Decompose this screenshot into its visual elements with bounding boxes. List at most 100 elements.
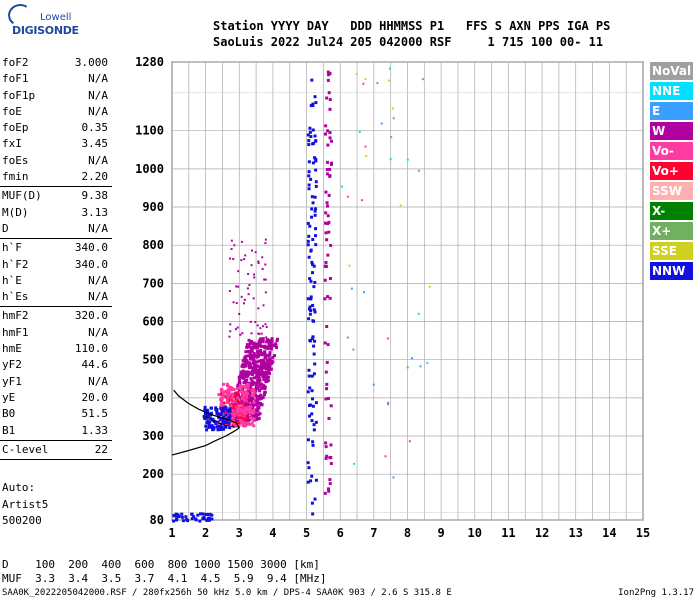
trace-pixel [233, 414, 237, 418]
trace-pixel [251, 382, 255, 386]
trace-pixel [225, 383, 229, 387]
trace-pixel [313, 213, 317, 217]
muf-row: MUF 3.3 3.4 3.5 3.7 4.1 4.5 5.9 9.4 [MHz… [2, 572, 327, 585]
trace-pixel [199, 512, 203, 516]
trace-pixel [250, 348, 254, 352]
trace-pixel [208, 512, 212, 516]
trace-pixel [250, 341, 254, 345]
trace-pixel [327, 230, 331, 234]
trace-pixel [181, 519, 185, 523]
trace-pixel [237, 424, 241, 428]
trace-pixel [260, 351, 264, 355]
spread-pixel [229, 330, 232, 333]
param-name: h`F [2, 241, 22, 255]
trace-pixel [250, 417, 254, 421]
trace-pixel [243, 379, 247, 383]
trace-pixel [245, 345, 249, 349]
trace-pixel [329, 462, 333, 466]
trace-pixel [326, 78, 330, 82]
trace-pixel [239, 387, 243, 391]
spread-pixel [237, 270, 240, 273]
spread-pixel [243, 298, 246, 301]
trace-pixel [257, 401, 261, 405]
param-value: N/A [88, 290, 108, 304]
trace-pixel [259, 359, 263, 363]
trace-pixel [324, 260, 328, 264]
trace-pixel [231, 409, 235, 413]
trace-pixel [259, 393, 263, 397]
trace-pixel [230, 400, 234, 404]
trace-pixel [308, 386, 312, 390]
trace-pixel [261, 340, 265, 344]
trace-pixel [325, 360, 329, 364]
trace-pixel [190, 517, 194, 521]
trace-pixel [264, 367, 268, 371]
trace-pixel [261, 337, 265, 341]
stray-pixel [364, 78, 367, 81]
trace-pixel [257, 417, 261, 421]
trace-pixel [226, 412, 230, 416]
trace-pixel [236, 408, 240, 412]
y-tick-label: 1000 [135, 162, 164, 176]
stray-pixel [389, 158, 392, 161]
x-tick-label: 9 [438, 526, 445, 540]
trace-pixel [310, 78, 314, 82]
stray-pixel [350, 287, 353, 290]
trace-pixel [262, 344, 266, 348]
trace-pixel [266, 360, 270, 364]
trace-pixel [255, 374, 259, 378]
trace-pixel [258, 382, 262, 386]
stray-pixel [408, 440, 411, 443]
trace-pixel [232, 388, 236, 392]
trace-pixel [246, 374, 250, 378]
trace-pixel [265, 358, 269, 362]
trace-pixel [224, 406, 228, 410]
trace-pixel [241, 422, 245, 426]
trace-pixel [269, 345, 273, 349]
trace-pixel [326, 70, 330, 74]
trace-pixel [238, 402, 242, 406]
trace-pixel [326, 204, 330, 208]
param-name: B0 [2, 407, 16, 421]
trace-pixel [328, 107, 332, 111]
trace-pixel [312, 319, 316, 323]
trace-pixel [243, 399, 247, 403]
x-tick-label: 3 [236, 526, 243, 540]
trace-pixel [260, 382, 264, 386]
param-value: N/A [88, 374, 108, 388]
spread-pixel [257, 262, 260, 265]
param-value: 3.13 [81, 205, 109, 219]
trace-pixel [224, 390, 228, 394]
trace-pixel [244, 361, 248, 365]
y-tick-label: 600 [142, 315, 164, 329]
trace-pixel [306, 239, 310, 243]
trace-pixel [209, 411, 213, 415]
trace-pixel [268, 371, 272, 375]
params-separator [0, 186, 112, 188]
trace-pixel [240, 413, 244, 417]
legend-item: Vo+ [650, 162, 693, 180]
trace-pixel [312, 264, 316, 268]
trace-pixel [310, 397, 314, 401]
stray-pixel [360, 199, 363, 202]
trace-pixel [177, 515, 181, 519]
trace-pixel [328, 98, 332, 102]
trace-pixel [308, 130, 312, 134]
trace-pixel [258, 412, 262, 416]
trace-pixel [236, 391, 240, 395]
trace-pixel [245, 359, 249, 363]
spread-pixel [242, 302, 245, 305]
trace-pixel [309, 479, 313, 483]
param-row: foF1p N/A [0, 88, 114, 104]
trace-pixel [324, 264, 328, 268]
trace-pixel [239, 406, 243, 410]
trace-pixel [306, 221, 310, 225]
param-name: foEp [2, 121, 29, 135]
trace-pixel [259, 349, 263, 353]
spread-pixel [262, 304, 265, 307]
spread-pixel [250, 332, 253, 335]
trace-pixel [226, 395, 230, 399]
trace-pixel [314, 420, 318, 424]
trace-pixel [244, 372, 248, 376]
y-tick-label: 900 [142, 200, 164, 214]
